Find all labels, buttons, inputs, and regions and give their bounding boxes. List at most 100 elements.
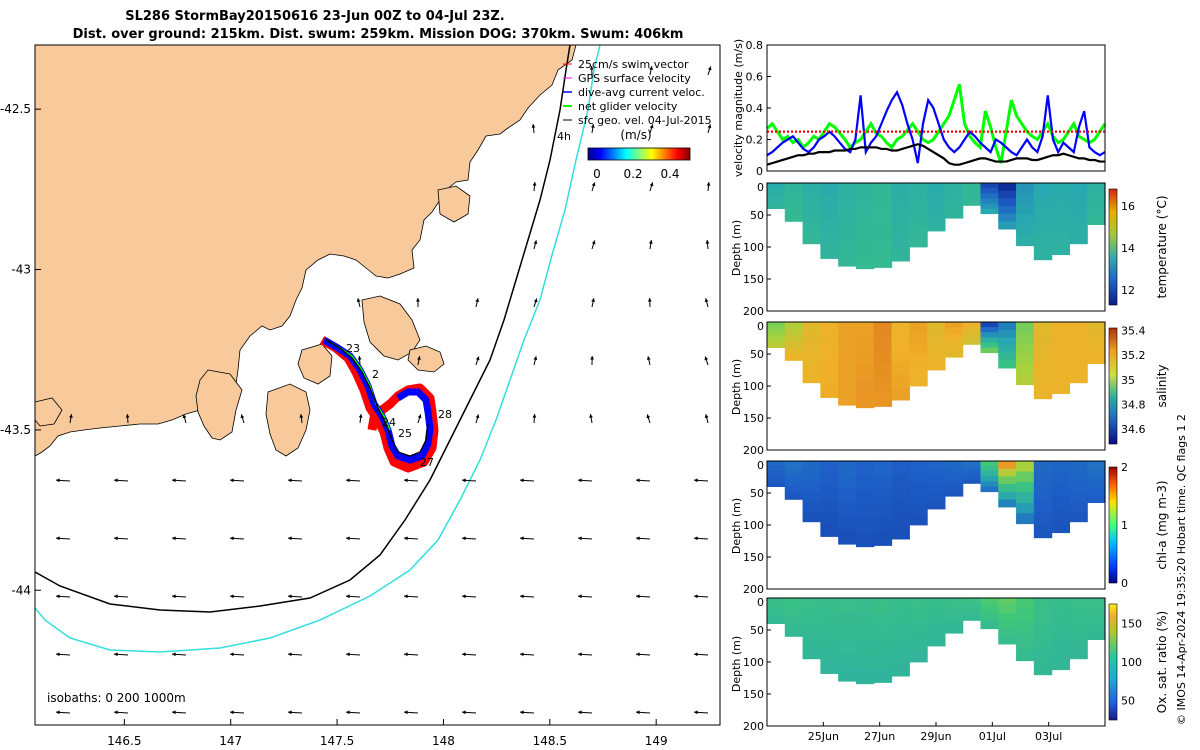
section-cell xyxy=(802,491,821,502)
velocity-y-tick: 0.8 xyxy=(746,39,764,52)
section-cell xyxy=(838,224,857,239)
section-cell xyxy=(873,253,893,268)
section-cell xyxy=(909,332,928,344)
section-cell xyxy=(838,653,857,668)
section-cell xyxy=(767,343,786,348)
land-island-c xyxy=(407,345,445,373)
section-cell xyxy=(891,637,910,651)
geo-arrow-head xyxy=(346,652,350,657)
section-cell xyxy=(909,204,928,216)
geo-arrow-head xyxy=(404,594,408,599)
geo-arrow-head xyxy=(533,240,538,245)
section-cell xyxy=(784,334,804,342)
section-cell xyxy=(1051,333,1071,347)
section-cell xyxy=(998,636,1017,645)
section-cell xyxy=(1051,472,1071,486)
section-cell xyxy=(980,337,999,343)
series-net-glider-velocity xyxy=(765,83,1107,164)
chl-y-tick: 150 xyxy=(743,551,764,564)
section-cell xyxy=(855,655,875,670)
section-cell xyxy=(1033,373,1053,387)
day-label: 28 xyxy=(438,408,452,421)
section-cell xyxy=(998,613,1017,622)
section-cell xyxy=(1051,218,1071,232)
section-cell xyxy=(998,183,1017,192)
section-cell xyxy=(1087,203,1106,212)
section-cell xyxy=(855,461,875,476)
chl-y-tick: 0 xyxy=(757,459,764,472)
geo-arrow-head xyxy=(636,536,640,541)
legend-net: net glider velocity xyxy=(578,100,678,113)
section-cell xyxy=(873,517,893,532)
section-cell xyxy=(927,362,946,371)
geo-arrow-head xyxy=(649,66,653,71)
section-cell xyxy=(820,347,839,361)
geo-arrow-head xyxy=(531,124,536,128)
map-x-ticks: 146.5 147 147.5 148 148.5 149 xyxy=(107,734,667,748)
section-cell xyxy=(838,488,857,503)
section-cell xyxy=(1069,193,1088,204)
section-cell xyxy=(855,475,875,490)
geo-arrow-head xyxy=(288,478,292,483)
section-cell xyxy=(1087,461,1106,469)
geo-arrow-head xyxy=(230,536,234,541)
salinity-cbar-tick: 35.4 xyxy=(1121,324,1146,337)
section-cell xyxy=(927,346,946,355)
geo-arrow-head xyxy=(56,536,60,541)
section-cell xyxy=(1069,501,1088,513)
temperature-cbar-tick: 12 xyxy=(1121,284,1135,297)
section-cell xyxy=(855,626,875,642)
section-cell xyxy=(838,391,857,406)
section-cell xyxy=(802,372,821,384)
section-cell xyxy=(767,183,786,188)
section-cell xyxy=(927,622,946,631)
section-cell xyxy=(838,639,857,654)
section-cell xyxy=(927,354,946,363)
section-cell xyxy=(802,638,821,650)
salinity-y-tick: 100 xyxy=(743,380,764,393)
section-cell xyxy=(1033,208,1053,222)
section-cell xyxy=(838,322,857,337)
section-cell xyxy=(980,322,999,328)
section-cell xyxy=(802,501,821,513)
geo-arrow-head xyxy=(114,710,118,715)
section-cell xyxy=(1087,196,1106,205)
title-line-1: SL286 StormBay20150616 23-Jun 00Z to 04-… xyxy=(125,9,505,24)
section-cell xyxy=(802,233,821,245)
section-cell xyxy=(1016,461,1035,472)
section-cell xyxy=(873,531,893,546)
section-cell xyxy=(891,235,910,249)
geo-arrow-head xyxy=(636,594,640,599)
day-label: 23 xyxy=(346,342,360,355)
section-cell xyxy=(980,183,999,189)
geo-arrow-head xyxy=(591,182,596,187)
section-cell xyxy=(873,612,893,627)
section-cell xyxy=(784,328,804,336)
map-x-tick: 148.5 xyxy=(533,734,567,748)
section-cell xyxy=(891,335,910,349)
section-cell xyxy=(998,605,1017,614)
section-cell xyxy=(855,503,875,519)
velocity-series xyxy=(765,83,1107,166)
section-cell xyxy=(962,605,982,610)
section-cell xyxy=(820,183,839,196)
section-cell xyxy=(1016,492,1035,504)
section-cell xyxy=(1033,247,1053,261)
section-cell xyxy=(855,518,875,533)
section-cell xyxy=(1087,356,1106,364)
section-cell xyxy=(1051,357,1071,371)
section-cell xyxy=(927,501,946,510)
section-cell xyxy=(891,487,910,501)
section-cell xyxy=(891,374,910,388)
geo-arrow-head xyxy=(288,710,292,715)
section-cell xyxy=(909,514,928,526)
section-cell xyxy=(944,351,964,358)
section-cell xyxy=(1087,598,1106,606)
section-cell xyxy=(1087,210,1106,219)
section-cell xyxy=(909,493,928,505)
section-cell xyxy=(838,183,857,198)
section-cell xyxy=(891,624,910,638)
section-cell xyxy=(838,196,857,212)
land-headland-west xyxy=(35,397,63,427)
